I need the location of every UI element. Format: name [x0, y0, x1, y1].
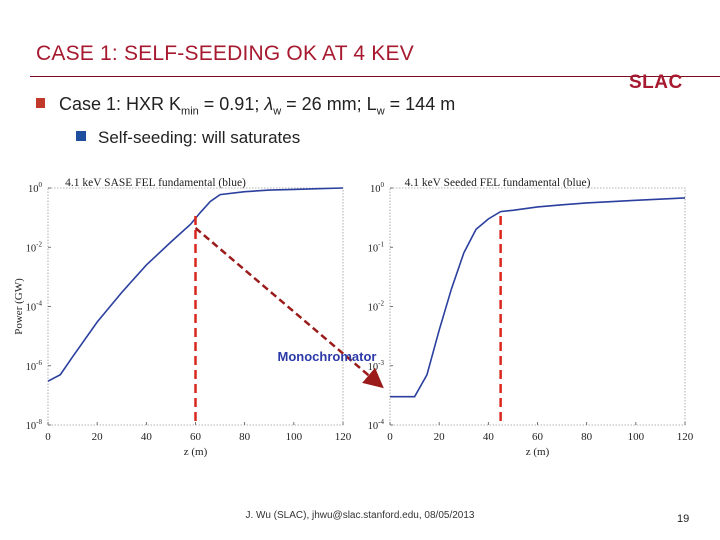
- y-tick-label-0: 100: [28, 181, 43, 195]
- series-line-1: [390, 197, 686, 398]
- slide-title: CASE 1: SELF-SEEDING OK AT 4 KEV: [36, 42, 414, 65]
- y-tick-label-0: 10-2: [26, 240, 43, 254]
- y-tick-label-0: 10-4: [26, 300, 43, 314]
- y-tick-label-1: 10-2: [368, 300, 385, 314]
- plot-frame-1: [389, 187, 686, 426]
- bullet-square-icon: [36, 98, 45, 108]
- y-tick-label-1: 100: [370, 181, 385, 195]
- page-number: 19: [677, 513, 690, 525]
- x-tick-label-1: 100: [628, 431, 645, 443]
- b1-post: = 144 m: [384, 94, 456, 114]
- chart-title-1: 4.1 keV Seeded FEL fundamental (blue): [405, 177, 591, 189]
- y-tick-label-1: 10-4: [368, 418, 385, 432]
- title-divider: [30, 76, 720, 77]
- x-tick-label-0: 120: [335, 431, 352, 443]
- b1-sub-w1: w: [273, 105, 282, 118]
- x-tick-label-0: 0: [45, 431, 51, 443]
- y-tick-label-0: 10-8: [26, 418, 43, 432]
- b1-lambda: λ: [264, 94, 274, 114]
- x-axis-label-0: z (m): [184, 446, 208, 458]
- footer-credit: J. Wu (SLAC), jhwu@slac.stanford.edu, 08…: [245, 510, 475, 521]
- chart-title-0: 4.1 keV SASE FEL fundamental (blue): [65, 177, 246, 189]
- x-tick-label-1: 60: [532, 431, 544, 443]
- bullet-self-seeding: Self-seeding: will saturates: [76, 128, 300, 148]
- y-tick-label-1: 10-1: [368, 240, 385, 254]
- b1-mid1: = 0.91;: [198, 94, 265, 114]
- monochromator-arrow: [194, 227, 384, 389]
- y-tick-label-0: 10-6: [26, 359, 43, 373]
- b1-sub-w2: w: [376, 105, 385, 118]
- b1-pre: Case 1: HXR K: [59, 94, 182, 114]
- slac-logo: SLAC: [629, 72, 683, 93]
- x-tick-label-1: 120: [677, 431, 694, 443]
- x-tick-label-0: 80: [239, 431, 251, 443]
- x-tick-label-0: 60: [190, 431, 202, 443]
- x-tick-label-0: 100: [286, 431, 303, 443]
- monochromator-label: Monochromator: [278, 349, 377, 364]
- y-axis-label-0: Power (GW): [13, 278, 25, 335]
- sub-bullet-square-icon: [76, 131, 86, 141]
- y-tick-label-1: 10-3: [368, 359, 385, 373]
- x-axis-label-1: z (m): [526, 446, 550, 458]
- b2-text: Self-seeding: will saturates: [98, 128, 301, 147]
- b1-sub-min: min: [181, 105, 199, 118]
- b1-mid2: = 26 mm; L: [281, 94, 377, 114]
- x-tick-label-1: 20: [434, 431, 446, 443]
- x-tick-label-0: 20: [92, 431, 104, 443]
- x-tick-label-1: 80: [581, 431, 593, 443]
- bullet-case1: Case 1: HXR Kmin = 0.91; λw = 26 mm; Lw …: [36, 94, 455, 118]
- x-tick-label-1: 0: [387, 431, 393, 443]
- x-tick-label-1: 40: [483, 431, 495, 443]
- x-tick-label-0: 40: [141, 431, 153, 443]
